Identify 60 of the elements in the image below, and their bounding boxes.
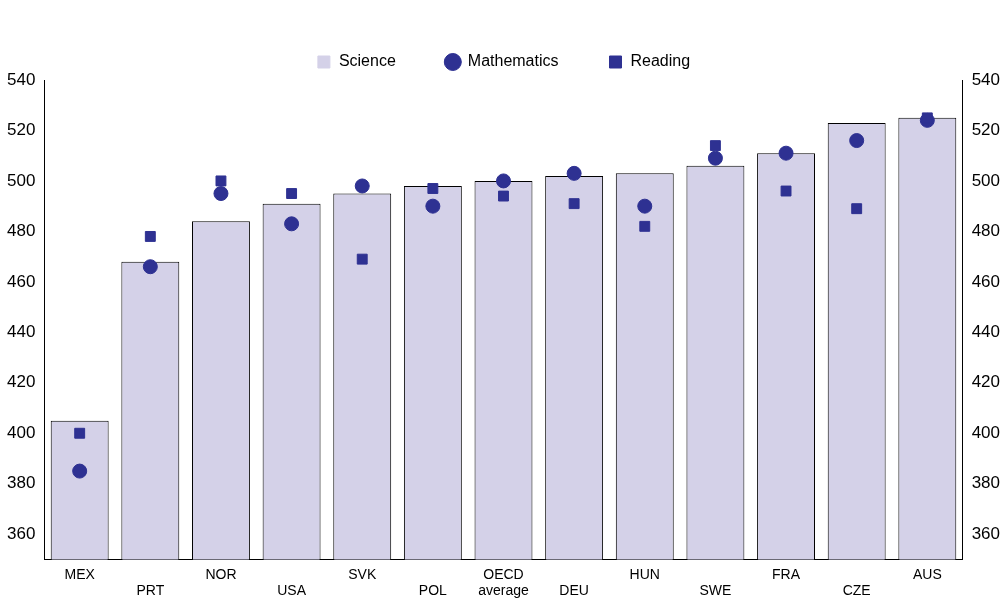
y2-tick-label: 520 — [971, 120, 1001, 140]
y-tick-label: 500 — [6, 170, 36, 190]
x-tick-label: NOR — [205, 565, 237, 582]
y-tick-label: 520 — [6, 120, 36, 140]
point — [427, 183, 439, 194]
x-tick-label: MEX — [64, 565, 96, 582]
y2-tick-label: 420 — [971, 372, 1001, 392]
x-tick-label: SWE — [699, 582, 732, 599]
point — [496, 173, 511, 189]
x-tick-label: USA — [277, 582, 307, 599]
x-tick-label: PRT — [136, 582, 165, 599]
point — [72, 463, 88, 479]
y2-tick-label: 440 — [971, 322, 1001, 341]
x-tick-label: SVK — [348, 565, 377, 582]
y2-tick-label: 540 — [971, 69, 1001, 89]
y-tick-label: 420 — [6, 372, 36, 392]
legend-label: Reading — [630, 52, 691, 70]
y-tick-label: 480 — [6, 221, 36, 241]
point — [142, 259, 158, 275]
point — [354, 178, 370, 194]
point — [851, 203, 863, 215]
y2-tick-label: 460 — [971, 271, 1001, 291]
point — [356, 253, 368, 265]
y2-tick-label: 380 — [971, 473, 1001, 493]
point — [74, 427, 86, 439]
y-tick-label: 440 — [6, 322, 36, 341]
point — [637, 198, 653, 214]
point — [284, 216, 300, 232]
point — [566, 165, 582, 181]
x-tick-label: AUS — [912, 565, 942, 582]
y2-tick-label: 500 — [971, 170, 1001, 190]
point — [568, 198, 580, 210]
point — [780, 185, 792, 197]
y2-tick-label: 360 — [971, 523, 1001, 543]
x-tick-label: FRA — [772, 565, 801, 582]
point — [144, 230, 156, 242]
y-tick-label: 460 — [6, 271, 36, 291]
point — [213, 186, 229, 202]
point — [707, 150, 723, 166]
x-tick-label: DEU — [559, 582, 589, 599]
x-tick-label: OECD average — [478, 565, 530, 599]
y-tick-label: 540 — [6, 69, 36, 89]
x-tick-label: CZE — [842, 582, 871, 599]
y-tick-label: 380 — [6, 473, 36, 493]
point — [778, 145, 794, 161]
point — [849, 133, 865, 149]
x-tick-label: POL — [418, 582, 448, 599]
point — [215, 175, 227, 187]
point — [639, 220, 651, 232]
point — [709, 140, 721, 152]
point — [425, 198, 441, 214]
legend-label: Mathematics — [467, 52, 559, 70]
y-tick-label: 360 — [6, 523, 36, 543]
point — [286, 188, 298, 199]
legend-label: Science — [338, 52, 396, 70]
point — [498, 190, 509, 202]
y2-tick-label: 480 — [971, 221, 1001, 241]
y-tick-label: 400 — [6, 422, 36, 442]
y2-tick-label: 400 — [971, 422, 1001, 442]
x-tick-label: HUN — [629, 565, 660, 582]
